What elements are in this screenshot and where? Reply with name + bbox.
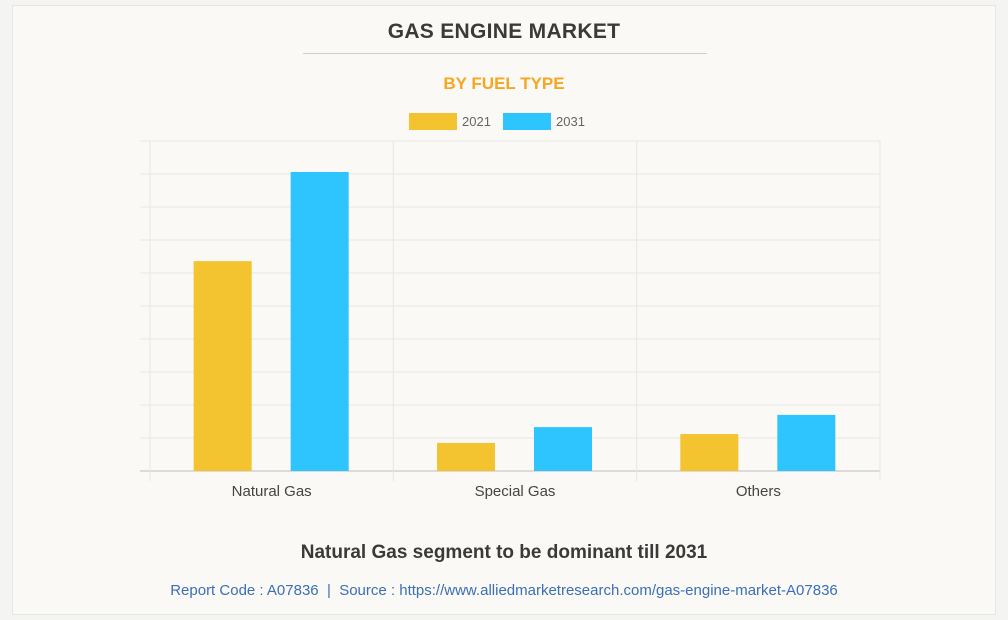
source-line: Report Code : A07836 | Source : https://…	[170, 582, 838, 599]
chart-title: GAS ENGINE MARKET	[387, 20, 621, 43]
chart-subtitle: BY FUEL TYPE	[443, 74, 565, 93]
bar-2021-others	[680, 434, 739, 471]
legend-label-2021: 2021	[462, 114, 491, 129]
bar-2031-natural-gas	[290, 172, 349, 471]
legend-swatch-2021	[409, 113, 457, 130]
chart-card	[12, 5, 996, 615]
legend-swatch-2031	[503, 113, 551, 130]
x-tick-label: Others	[736, 483, 781, 500]
x-tick-label: Natural Gas	[232, 483, 312, 500]
title-divider	[303, 53, 707, 54]
bar-2031-special-gas	[534, 427, 592, 471]
x-tick-label: Special Gas	[475, 483, 556, 500]
bar-2021-special-gas	[437, 442, 495, 471]
chart-caption: Natural Gas segment to be dominant till …	[300, 542, 708, 563]
legend-label-2031: 2031	[556, 114, 585, 129]
bar-2031-others	[777, 414, 836, 471]
bar-2021-natural-gas	[193, 261, 252, 471]
